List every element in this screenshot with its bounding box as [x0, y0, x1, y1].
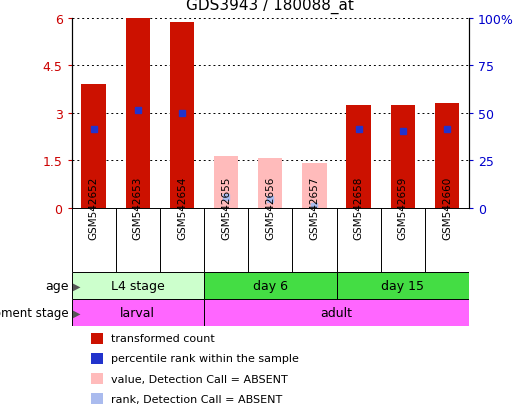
- Bar: [170, 24, 194, 209]
- Text: GSM542654: GSM542654: [177, 176, 187, 239]
- Text: larval: larval: [120, 306, 155, 319]
- Text: ▶: ▶: [73, 281, 80, 291]
- Bar: [72, 273, 204, 299]
- Text: day 6: day 6: [253, 280, 288, 292]
- Bar: [347, 106, 371, 209]
- Text: GSM542653: GSM542653: [133, 176, 143, 239]
- Text: day 15: day 15: [381, 280, 425, 292]
- Bar: [391, 106, 415, 209]
- Text: value, Detection Call = ABSENT: value, Detection Call = ABSENT: [111, 374, 288, 384]
- Bar: [126, 19, 150, 209]
- Bar: [91, 373, 103, 385]
- Text: adult: adult: [321, 306, 352, 319]
- Bar: [302, 163, 326, 209]
- Text: transformed count: transformed count: [111, 333, 215, 343]
- Text: GSM542657: GSM542657: [310, 176, 320, 239]
- Bar: [72, 299, 204, 326]
- Bar: [204, 273, 337, 299]
- Bar: [82, 85, 106, 209]
- Text: GSM542656: GSM542656: [266, 176, 275, 239]
- Title: GDS3943 / 180088_at: GDS3943 / 180088_at: [187, 0, 354, 14]
- Bar: [91, 353, 103, 364]
- Bar: [258, 159, 282, 209]
- Bar: [91, 333, 103, 344]
- Text: GSM542660: GSM542660: [442, 176, 452, 239]
- Text: L4 stage: L4 stage: [111, 280, 165, 292]
- Text: percentile rank within the sample: percentile rank within the sample: [111, 354, 299, 363]
- Text: age: age: [46, 280, 69, 292]
- Text: development stage: development stage: [0, 306, 69, 319]
- Bar: [337, 273, 469, 299]
- Text: rank, Detection Call = ABSENT: rank, Detection Call = ABSENT: [111, 394, 282, 404]
- Text: GSM542658: GSM542658: [354, 176, 364, 239]
- Bar: [91, 393, 103, 404]
- Text: GSM542652: GSM542652: [89, 176, 99, 239]
- Bar: [214, 156, 238, 209]
- Text: GSM542655: GSM542655: [221, 176, 231, 239]
- Bar: [204, 299, 469, 326]
- Text: GSM542659: GSM542659: [398, 176, 408, 239]
- Bar: [435, 104, 459, 209]
- Text: ▶: ▶: [73, 308, 80, 318]
